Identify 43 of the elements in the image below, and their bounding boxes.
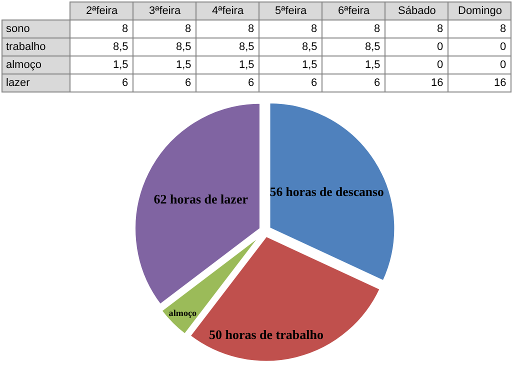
slice-label: 62 horas de lazer <box>154 192 248 207</box>
x-tick-label: Domingo <box>458 5 502 17</box>
y-tick-label: trabalho <box>6 41 46 53</box>
y-tick-label: lazer <box>6 77 30 89</box>
x-tick-label: Sábado <box>398 5 436 17</box>
data-label: 8 <box>500 23 506 35</box>
data-label: 0 <box>437 41 444 53</box>
data-label: 1,5 <box>302 59 318 71</box>
data-label: 1,5 <box>176 59 192 71</box>
y-tick-label: sono <box>6 23 30 35</box>
data-label: 8,5 <box>302 41 318 53</box>
data-label: 6 <box>122 77 128 89</box>
y-tick-label: almoço <box>6 59 42 71</box>
data-label: 8,5 <box>365 41 380 53</box>
data-label: 16 <box>494 77 506 89</box>
data-label: 0 <box>500 41 506 53</box>
data-label: 8 <box>374 23 380 35</box>
data-label: 8 <box>311 23 318 35</box>
data-label: 8 <box>185 23 192 35</box>
data-label: 6 <box>374 77 380 89</box>
data-label: 1,5 <box>113 59 128 71</box>
data-label: 6 <box>311 77 318 89</box>
slice-label: 56 horas de descanso <box>270 184 384 199</box>
data-label: 0 <box>437 59 444 71</box>
data-label: 8,5 <box>176 41 192 53</box>
x-tick-label: 6ªfeira <box>338 5 370 17</box>
data-label: 6 <box>248 77 254 89</box>
data-label: 6 <box>185 77 192 89</box>
data-label: 8,5 <box>239 41 254 53</box>
data-label: 8 <box>248 23 254 35</box>
x-tick-label: 3ªfeira <box>149 5 182 17</box>
data-label: 8,5 <box>113 41 128 53</box>
slice-label: 50 horas de trabalho <box>208 327 324 342</box>
x-tick-label: 4ªfeira <box>212 5 244 17</box>
data-label: 16 <box>431 77 444 89</box>
x-tick-label: 5ªfeira <box>275 5 308 17</box>
x-tick-label: 2ªfeira <box>86 5 118 17</box>
data-label: 8 <box>122 23 128 35</box>
data-label: 1,5 <box>239 59 254 71</box>
slice-label: almoço <box>168 308 198 318</box>
data-label: 8 <box>437 23 444 35</box>
data-label: 1,5 <box>365 59 380 71</box>
data-label: 0 <box>500 59 506 71</box>
